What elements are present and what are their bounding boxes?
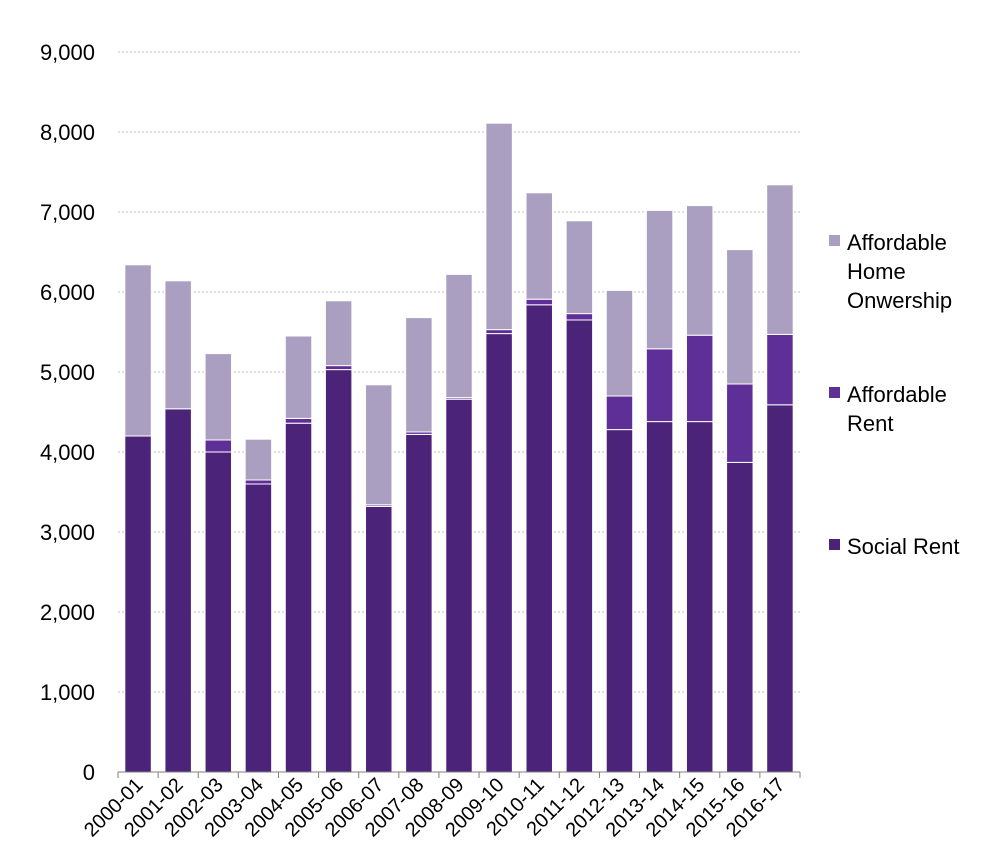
legend: Affordable Home Onwership Affordable Rent Soc… <box>829 230 960 559</box>
bar-segment <box>324 365 353 371</box>
bar-segment <box>766 404 794 773</box>
bar-segment <box>645 209 674 350</box>
legend-label: Affordable <box>847 230 947 255</box>
bar-segment <box>645 421 674 773</box>
bar-segment <box>605 289 634 397</box>
bar-segment <box>485 333 513 773</box>
bar-segment <box>324 369 353 773</box>
y-tick-label: 3,000 <box>40 520 95 545</box>
bar-segment <box>645 348 674 423</box>
bar-segment <box>244 479 273 485</box>
y-tick-label: 6,000 <box>40 280 95 305</box>
bar-segment <box>565 220 594 315</box>
bar-segment <box>284 335 313 419</box>
bar-segment <box>565 319 594 773</box>
y-tick-label: 7,000 <box>40 200 95 225</box>
bar-segment <box>365 384 393 506</box>
legend-label: Social Rent <box>847 534 960 559</box>
bar-segment <box>726 249 754 385</box>
bar-segment <box>284 422 313 773</box>
bar-segment <box>485 329 513 335</box>
bar-segment <box>204 439 233 453</box>
bar-segment <box>204 451 233 773</box>
bar-segment <box>685 205 714 336</box>
legend-label: Affordable <box>847 382 947 407</box>
bar-segment <box>766 333 794 406</box>
bar-segment <box>525 192 553 300</box>
legend-label: Home <box>847 259 906 284</box>
bar-segment <box>164 408 192 773</box>
bar-segment <box>605 429 634 773</box>
bar-segment <box>284 417 313 424</box>
bar-segment <box>766 184 794 335</box>
bar-segment <box>445 398 473 773</box>
bar-segment <box>525 304 553 773</box>
legend-swatch <box>829 387 840 398</box>
bar-segment <box>405 317 433 433</box>
legend-label: Rent <box>847 411 893 436</box>
bar-segment <box>685 334 714 423</box>
axes <box>117 771 801 778</box>
legend-label: Onwership <box>847 288 952 313</box>
x-tick-labels: 2000-012001-022002-032003-042004-052005-… <box>80 774 789 841</box>
bar-segment <box>124 435 152 773</box>
bar-segment <box>525 298 553 306</box>
bar-segment <box>605 395 634 431</box>
bars <box>124 122 794 773</box>
bar-segment <box>685 421 714 773</box>
y-tick-label: 2,000 <box>40 600 95 625</box>
y-tick-label: 9,000 <box>40 40 95 65</box>
bar-segment <box>405 433 433 773</box>
y-tick-label: 1,000 <box>40 680 95 705</box>
legend-swatch <box>829 235 840 246</box>
bar-segment <box>726 383 754 463</box>
bar-segment <box>445 273 473 399</box>
y-tick-label: 8,000 <box>40 120 95 145</box>
bar-segment <box>565 313 594 321</box>
y-tick-labels: 0 1,000 2,000 3,000 4,000 5,000 6,000 7,000 8,00… <box>40 40 95 785</box>
y-tick-label: 5,000 <box>40 360 95 385</box>
legend-swatch <box>829 539 840 550</box>
bar-segment <box>244 483 273 773</box>
bar-segment <box>485 122 513 331</box>
bar-segment <box>726 461 754 773</box>
y-tick-label: 0 <box>83 760 95 785</box>
bar-segment <box>204 353 233 441</box>
bar-segment <box>365 505 393 773</box>
bar-segment <box>164 280 192 410</box>
bar-segment <box>244 438 273 481</box>
y-tick-label: 4,000 <box>40 440 95 465</box>
bar-segment <box>324 300 353 367</box>
bar-segment <box>124 264 152 437</box>
